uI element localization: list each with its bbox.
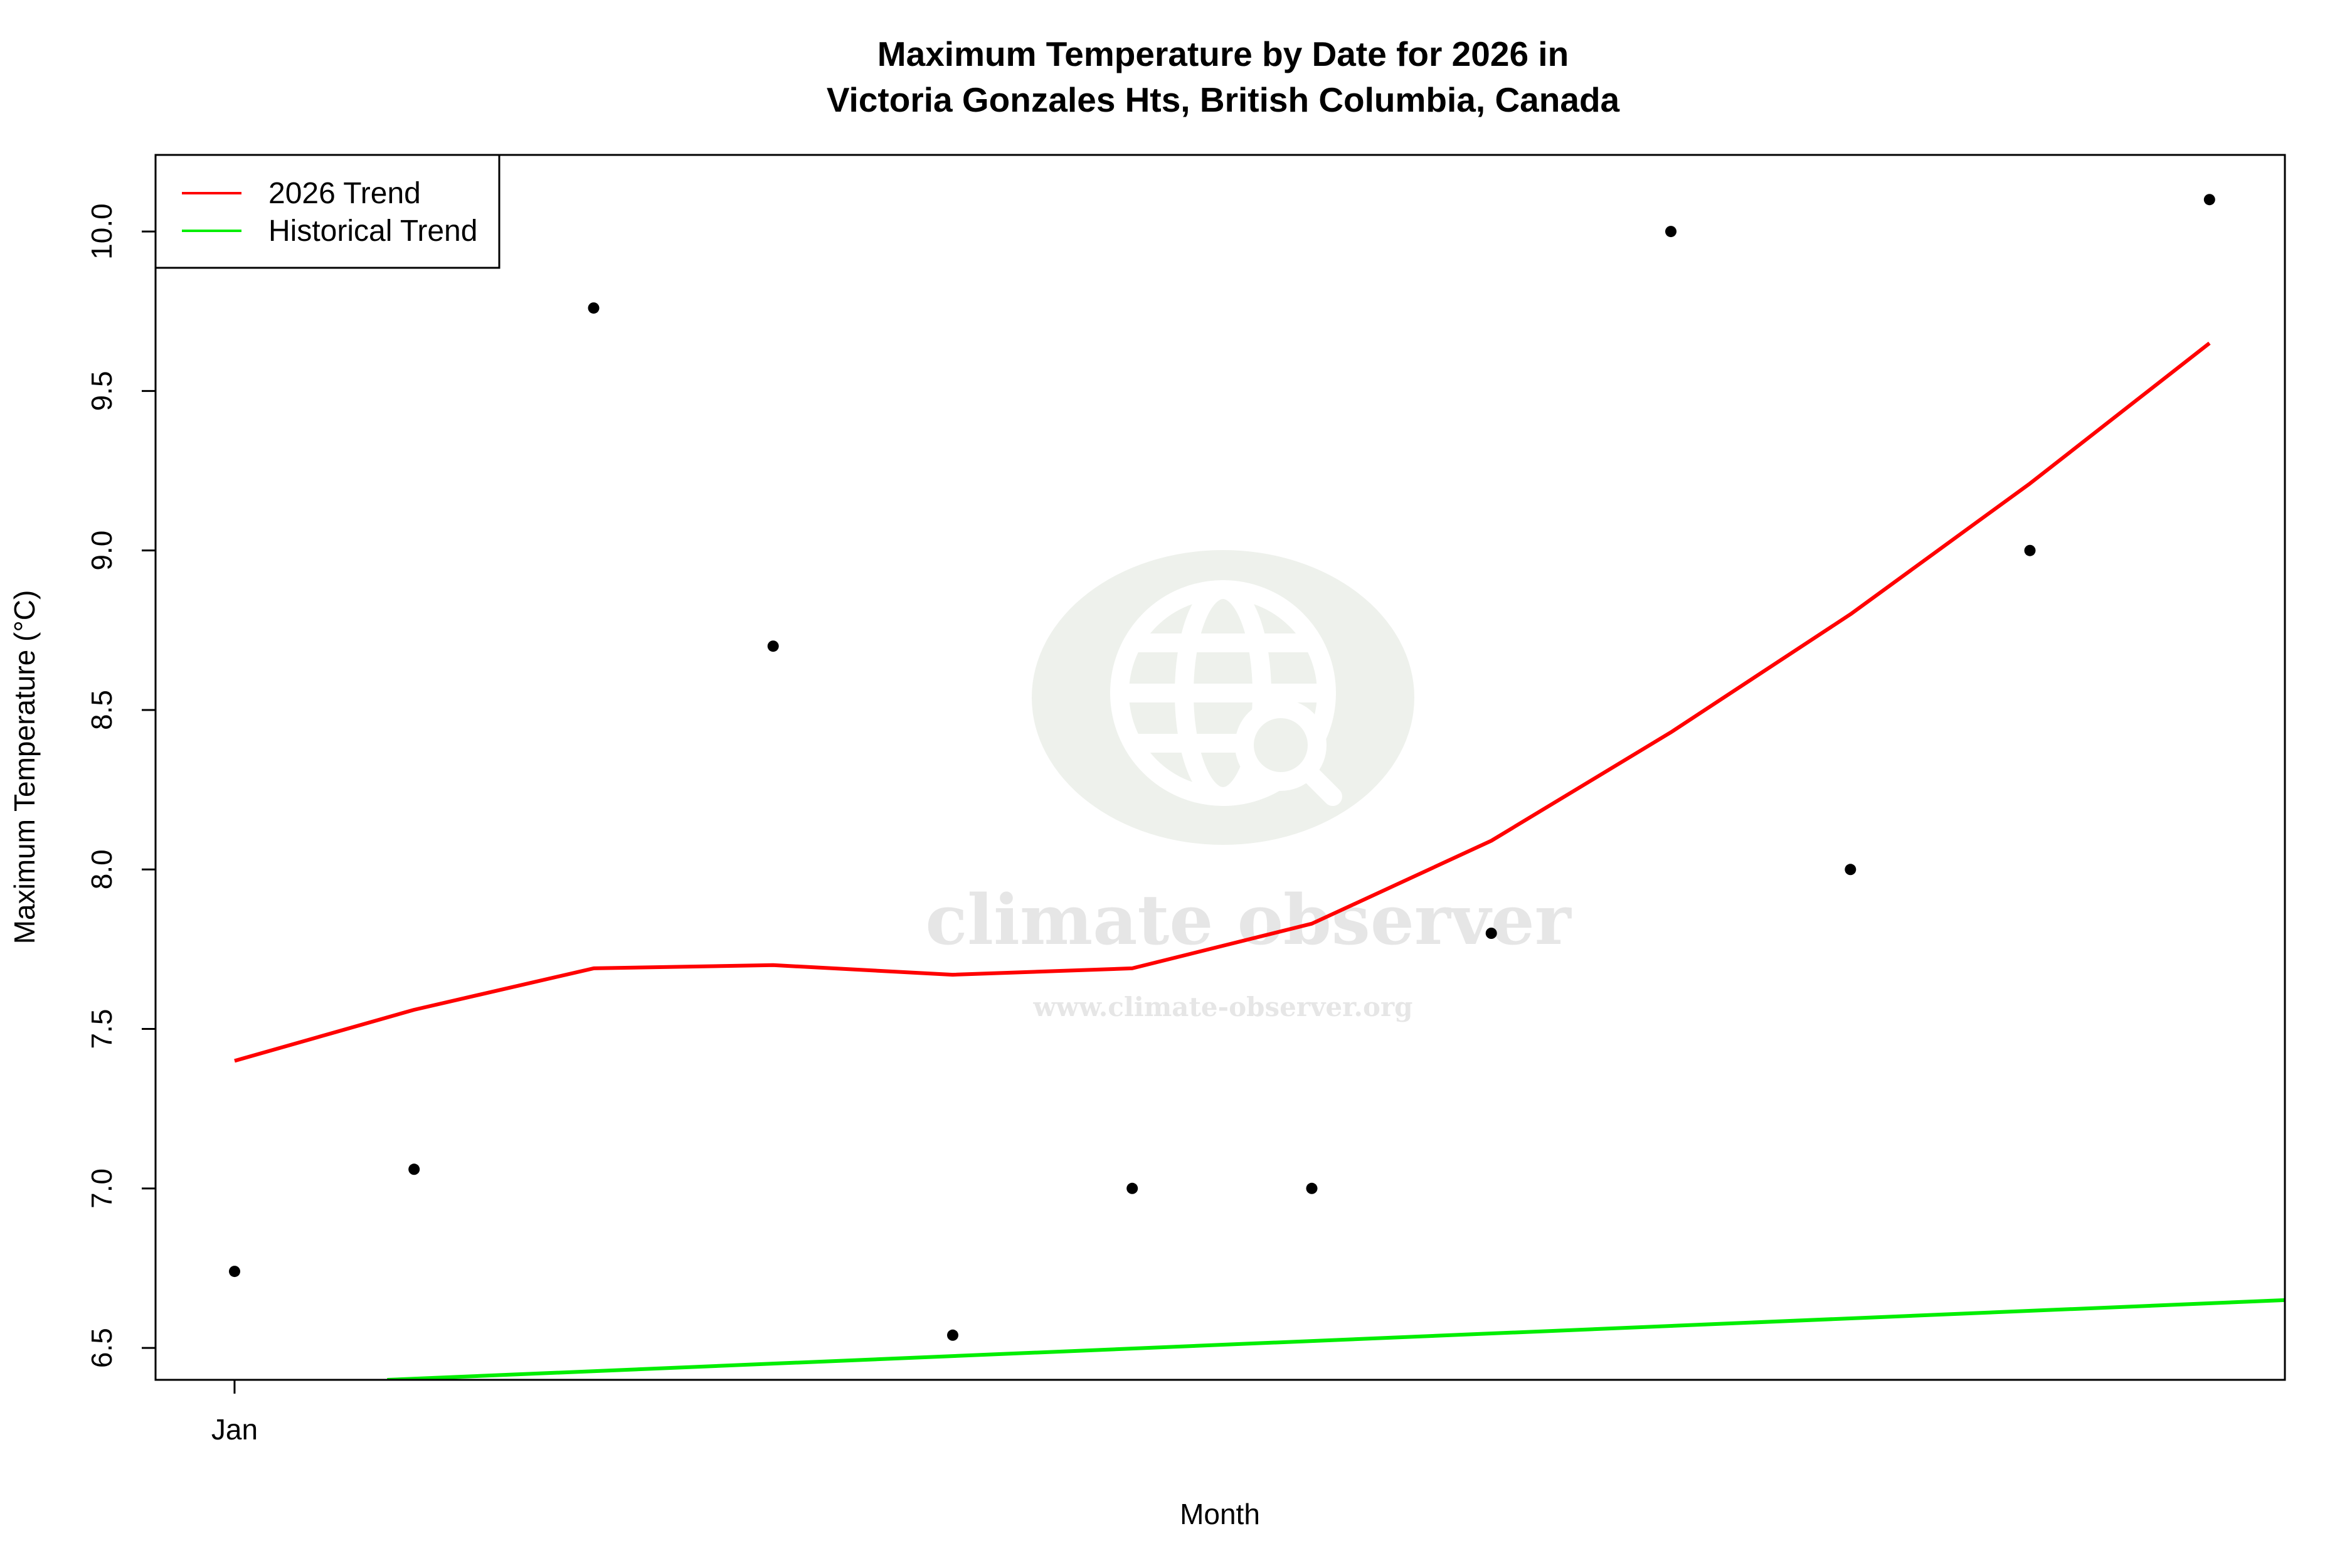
data-point <box>1126 1182 1138 1194</box>
chart-title-line-2: Victoria Gonzales Hts, British Columbia,… <box>827 80 1620 119</box>
data-point <box>1306 1182 1318 1194</box>
y-tick-label: 8.5 <box>85 690 118 730</box>
y-tick-label: 7.5 <box>85 1009 118 1049</box>
series-line-historical-trend <box>387 1298 2285 1380</box>
data-point <box>2203 194 2215 206</box>
watermark-name: climate observer <box>925 879 1572 960</box>
data-point <box>947 1329 958 1341</box>
series-layer <box>234 341 2285 1380</box>
data-point <box>1485 928 1497 939</box>
legend: 2026 Trend Historical Trend <box>154 154 501 269</box>
y-axis: 6.5 7.0 7.5 8.0 8.5 9.0 9.5 10.0 <box>85 203 156 1368</box>
y-tick-label: 6.5 <box>85 1328 118 1368</box>
chart-title-line-1: Maximum Temperature by Date for 2026 in <box>877 34 1569 73</box>
y-tick-label: 10.0 <box>85 203 118 260</box>
data-point <box>1845 864 1857 876</box>
y-tick-label: 8.0 <box>85 849 118 889</box>
y-axis-label: Maximum Temperature (°C) <box>8 590 41 945</box>
data-point <box>767 640 779 652</box>
legend-box <box>154 154 501 269</box>
y-tick-label: 9.5 <box>85 371 118 411</box>
points-layer <box>229 194 2215 1341</box>
legend-label-historical-trend: Historical Trend <box>268 215 477 248</box>
plot-frame <box>154 154 2286 1381</box>
y-tick-label: 9.0 <box>85 531 118 571</box>
data-point <box>1665 226 1677 238</box>
legend-label-2026-trend: 2026 Trend <box>268 177 421 210</box>
globe-search-icon <box>1110 580 1342 806</box>
x-axis-label: Month <box>1180 1498 1260 1530</box>
data-point <box>408 1163 420 1175</box>
data-point <box>229 1266 240 1278</box>
x-tick-label: Jan <box>211 1413 258 1446</box>
watermark: climate observer www.climate-observer.or… <box>925 550 1572 1022</box>
data-point <box>588 302 600 314</box>
watermark-url: www.climate-observer.org <box>1033 992 1413 1022</box>
series-line-2026-trend <box>234 341 2211 1063</box>
y-tick-label: 7.0 <box>85 1168 118 1209</box>
x-axis: Jan <box>211 1380 258 1446</box>
data-point <box>2024 544 2036 556</box>
